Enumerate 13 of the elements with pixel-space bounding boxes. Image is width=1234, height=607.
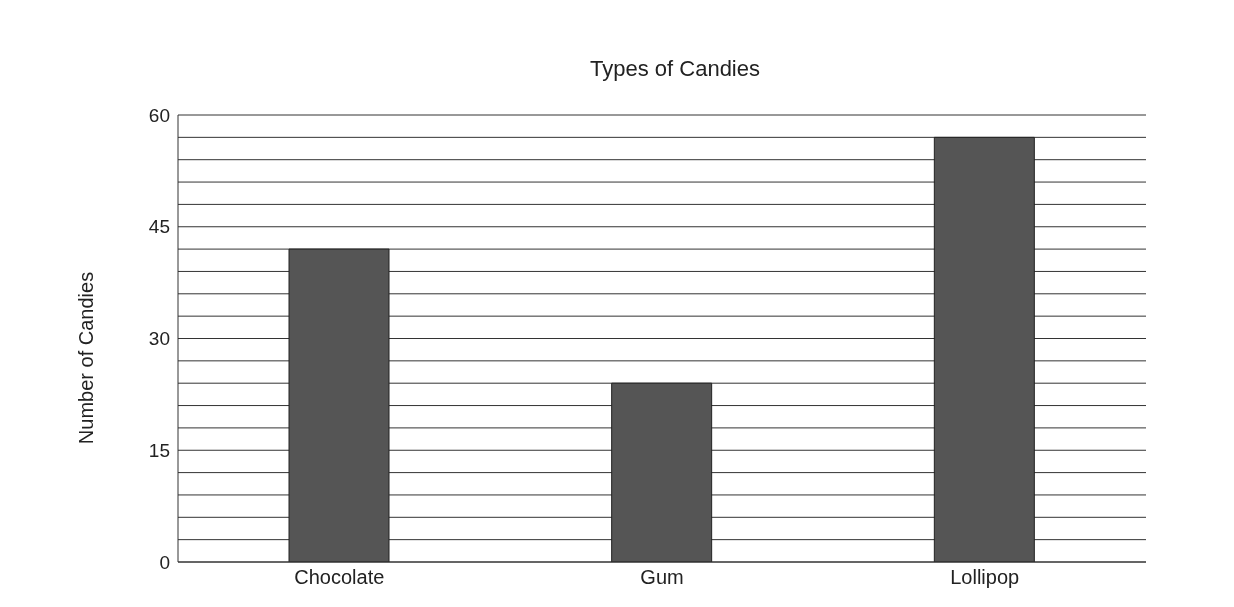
y-tick-label: 45 bbox=[148, 216, 170, 238]
y-tick-label: 60 bbox=[148, 104, 170, 126]
y-tick-label: 15 bbox=[148, 439, 170, 461]
chart-title: Types of Candies bbox=[589, 56, 761, 82]
y-tick-label: 0 bbox=[159, 551, 170, 573]
bar bbox=[611, 382, 713, 562]
y-axis-title: Number of Candies bbox=[74, 271, 98, 445]
y-tick-label: 30 bbox=[148, 328, 170, 350]
x-tick-label: Lollipop bbox=[950, 566, 1020, 589]
x-tick-label: Chocolate bbox=[294, 566, 385, 589]
bar bbox=[933, 136, 1035, 562]
x-tick-label: Gum bbox=[640, 566, 684, 589]
bar bbox=[288, 248, 390, 562]
